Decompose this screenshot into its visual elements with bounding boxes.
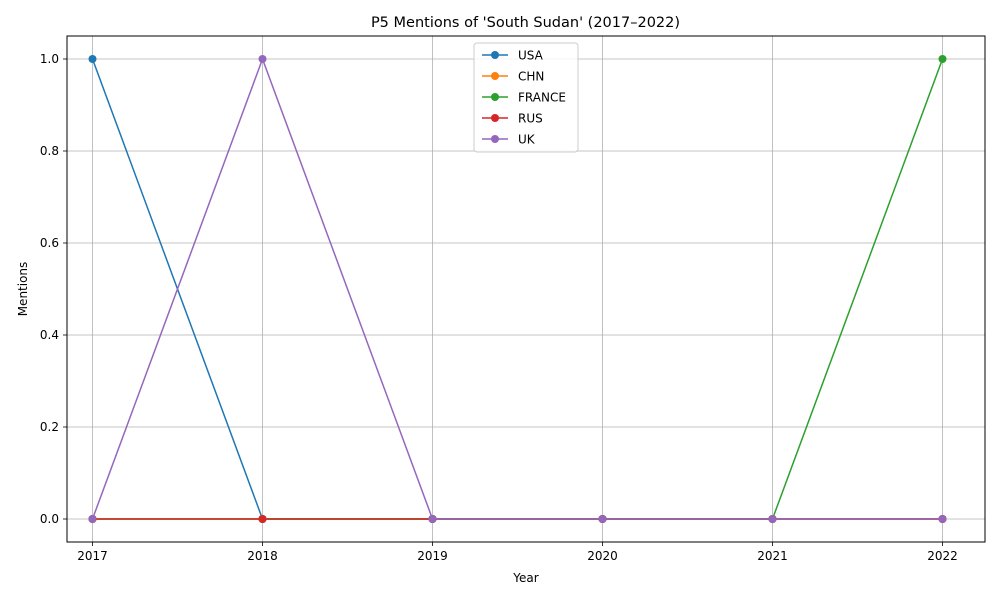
y-tick-label: 0.4 (40, 328, 59, 342)
legend-marker-rus (491, 114, 499, 122)
x-tick-label: 2018 (247, 549, 278, 563)
x-tick-label: 2022 (927, 549, 958, 563)
legend-marker-uk (491, 135, 499, 143)
data-point-uk (258, 55, 267, 63)
legend: USA CHN FRANCE RUS UK (473, 42, 579, 153)
data-point-uk (88, 515, 97, 523)
data-point-uk (768, 515, 777, 523)
legend-marker-usa (491, 51, 499, 59)
legend-box (473, 42, 579, 153)
legend-label-chn: CHN (518, 70, 544, 84)
series-uk (88, 55, 947, 523)
x-tick-label: 2020 (587, 549, 618, 563)
data-point-usa (88, 55, 97, 63)
x-axis-ticks: 2017 2018 2019 2020 2021 2022 (77, 542, 958, 563)
y-tick-label: 0.6 (40, 236, 59, 250)
y-tick-label: 0.8 (40, 144, 59, 158)
data-point-uk (938, 515, 947, 523)
legend-label-usa: USA (518, 49, 544, 63)
y-axis-ticks: 0.0 0.2 0.4 0.6 0.8 1.0 (40, 52, 67, 526)
legend-label-rus: RUS (518, 112, 543, 126)
series-line-uk (91, 56, 943, 520)
x-tick-label: 2021 (757, 549, 788, 563)
data-point-uk (428, 515, 437, 523)
y-tick-label: 1.0 (40, 52, 59, 66)
x-tick-label: 2019 (417, 549, 448, 563)
y-tick-label: 0.2 (40, 420, 59, 434)
data-point-france (938, 55, 947, 63)
legend-label-uk: UK (518, 133, 536, 147)
x-tick-label: 2017 (77, 549, 108, 563)
y-tick-label: 0.0 (40, 512, 59, 526)
data-point-uk (598, 515, 607, 523)
x-axis-label: Year (512, 571, 538, 585)
y-axis-label: Mentions (16, 262, 30, 317)
legend-marker-france (491, 93, 499, 101)
series-lines (88, 55, 947, 523)
chart-title: P5 Mentions of 'South Sudan' (2017–2022) (371, 15, 680, 31)
data-point-rus (258, 515, 267, 523)
legend-label-france: FRANCE (518, 91, 566, 105)
plot-frame (66, 35, 986, 543)
legend-marker-chn (491, 72, 499, 80)
